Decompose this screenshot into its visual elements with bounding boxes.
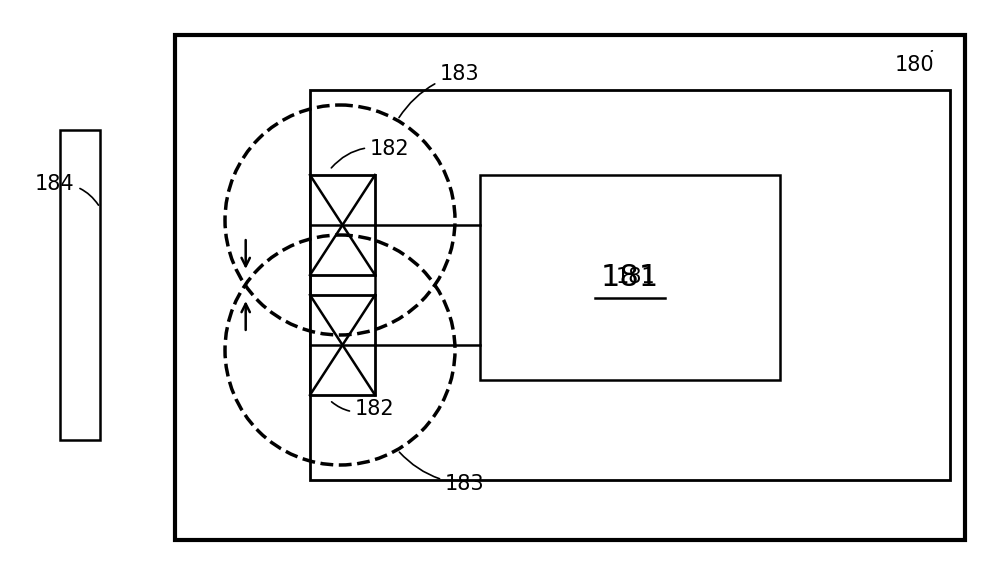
Text: 180: 180 (895, 51, 935, 75)
FancyBboxPatch shape (310, 175, 375, 275)
FancyBboxPatch shape (310, 90, 950, 480)
Text: 182: 182 (331, 139, 410, 168)
Text: 182: 182 (332, 399, 395, 419)
FancyBboxPatch shape (175, 35, 965, 540)
Text: 183: 183 (399, 64, 480, 118)
Text: 184: 184 (35, 174, 98, 205)
FancyBboxPatch shape (480, 175, 780, 380)
FancyBboxPatch shape (60, 130, 100, 440)
Text: 183: 183 (399, 452, 485, 494)
Text: 181: 181 (615, 267, 655, 287)
FancyBboxPatch shape (310, 295, 375, 395)
Text: 181: 181 (601, 263, 659, 292)
